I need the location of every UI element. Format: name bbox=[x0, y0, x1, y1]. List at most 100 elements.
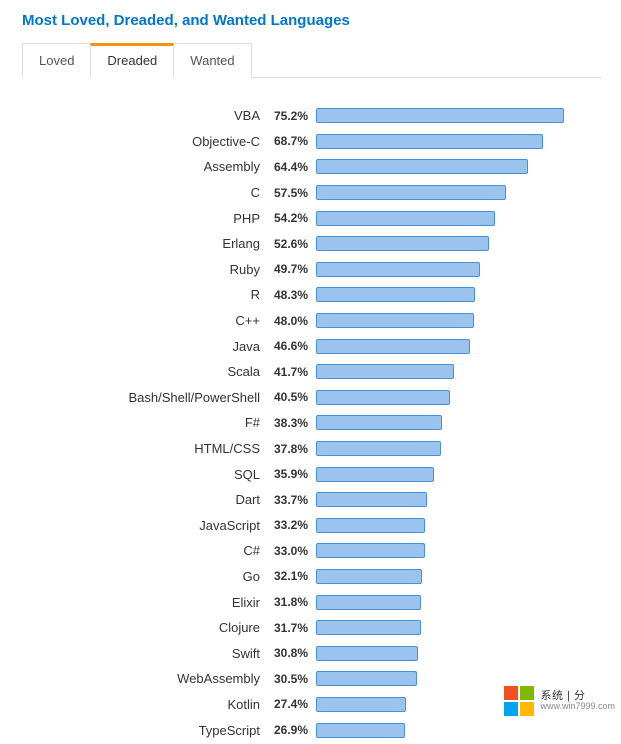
bar-track bbox=[316, 287, 601, 302]
bar-percentage: 68.7% bbox=[272, 134, 316, 148]
bar-percentage: 31.8% bbox=[272, 595, 316, 609]
bar-track bbox=[316, 467, 601, 482]
bar-fill bbox=[316, 543, 425, 558]
bar-track bbox=[316, 262, 601, 277]
bar-label: Go bbox=[22, 569, 272, 584]
bar-percentage: 26.9% bbox=[272, 723, 316, 737]
bar-percentage: 46.6% bbox=[272, 339, 316, 353]
bar-fill bbox=[316, 569, 422, 584]
page-title: Most Loved, Dreaded, and Wanted Language… bbox=[22, 12, 601, 29]
bar-label: Swift bbox=[22, 646, 272, 661]
bar-track bbox=[316, 159, 601, 174]
chart-row: PHP54.2% bbox=[22, 205, 601, 231]
bar-label: Scala bbox=[22, 364, 272, 379]
bar-percentage: 27.4% bbox=[272, 697, 316, 711]
bar-label: HTML/CSS bbox=[22, 441, 272, 456]
chart-row: C57.5% bbox=[22, 180, 601, 206]
bar-label: SQL bbox=[22, 467, 272, 482]
bar-fill bbox=[316, 595, 421, 610]
bar-label: Kotlin bbox=[22, 697, 272, 712]
bar-track bbox=[316, 339, 601, 354]
bar-label: F# bbox=[22, 415, 272, 430]
chart-row: HTML/CSS37.8% bbox=[22, 436, 601, 462]
bar-track bbox=[316, 236, 601, 251]
bar-track bbox=[316, 646, 601, 661]
bar-chart: VBA75.2%Objective-C68.7%Assembly64.4%C57… bbox=[22, 103, 601, 743]
tab-list: Loved Dreaded Wanted bbox=[22, 43, 601, 78]
bar-percentage: 30.8% bbox=[272, 646, 316, 660]
watermark-logo bbox=[504, 686, 534, 716]
bar-fill bbox=[316, 287, 475, 302]
bar-percentage: 40.5% bbox=[272, 390, 316, 404]
chart-row: Clojure31.7% bbox=[22, 615, 601, 641]
bar-label: Dart bbox=[22, 492, 272, 507]
chart-row: JavaScript33.2% bbox=[22, 513, 601, 539]
bar-fill bbox=[316, 313, 474, 328]
bar-percentage: 33.7% bbox=[272, 493, 316, 507]
bar-fill bbox=[316, 364, 454, 379]
bar-track bbox=[316, 723, 601, 738]
bar-percentage: 48.3% bbox=[272, 288, 316, 302]
chart-row: Java46.6% bbox=[22, 333, 601, 359]
chart-row: VBA75.2% bbox=[22, 103, 601, 129]
bar-track bbox=[316, 492, 601, 507]
chart-row: C#33.0% bbox=[22, 538, 601, 564]
bar-percentage: 48.0% bbox=[272, 314, 316, 328]
bar-label: Assembly bbox=[22, 159, 272, 174]
bar-label: WebAssembly bbox=[22, 671, 272, 686]
bar-label: VBA bbox=[22, 108, 272, 123]
bar-track bbox=[316, 211, 601, 226]
bar-percentage: 32.1% bbox=[272, 569, 316, 583]
bar-track bbox=[316, 671, 601, 686]
chart-row: F#38.3% bbox=[22, 410, 601, 436]
tab-wanted[interactable]: Wanted bbox=[173, 43, 251, 78]
bar-fill bbox=[316, 492, 427, 507]
bar-track bbox=[316, 543, 601, 558]
bar-fill bbox=[316, 185, 506, 200]
bar-label: C++ bbox=[22, 313, 272, 328]
bar-percentage: 75.2% bbox=[272, 109, 316, 123]
bar-fill bbox=[316, 671, 417, 686]
bar-percentage: 41.7% bbox=[272, 365, 316, 379]
bar-fill bbox=[316, 723, 405, 738]
bar-percentage: 33.0% bbox=[272, 544, 316, 558]
bar-fill bbox=[316, 646, 418, 661]
bar-label: Ruby bbox=[22, 262, 272, 277]
bar-fill bbox=[316, 262, 480, 277]
bar-fill bbox=[316, 467, 434, 482]
bar-track bbox=[316, 569, 601, 584]
bar-track bbox=[316, 134, 601, 149]
bar-fill bbox=[316, 236, 489, 251]
bar-fill bbox=[316, 339, 470, 354]
bar-label: Bash/Shell/PowerShell bbox=[22, 390, 272, 405]
bar-label: Java bbox=[22, 339, 272, 354]
bar-track bbox=[316, 185, 601, 200]
bar-track bbox=[316, 364, 601, 379]
bar-percentage: 33.2% bbox=[272, 518, 316, 532]
bar-label: C bbox=[22, 185, 272, 200]
chart-row: Ruby49.7% bbox=[22, 257, 601, 283]
bar-fill bbox=[316, 620, 421, 635]
chart-row: Elixir31.8% bbox=[22, 589, 601, 615]
chart-row: TypeScript26.9% bbox=[22, 717, 601, 743]
bar-percentage: 38.3% bbox=[272, 416, 316, 430]
bar-label: JavaScript bbox=[22, 518, 272, 533]
bar-percentage: 35.9% bbox=[272, 467, 316, 481]
chart-row: Bash/Shell/PowerShell40.5% bbox=[22, 385, 601, 411]
bar-percentage: 57.5% bbox=[272, 186, 316, 200]
chart-row: Go32.1% bbox=[22, 564, 601, 590]
bar-fill bbox=[316, 518, 425, 533]
bar-track bbox=[316, 108, 601, 123]
tab-loved[interactable]: Loved bbox=[22, 43, 91, 78]
chart-row: Erlang52.6% bbox=[22, 231, 601, 257]
tab-dreaded[interactable]: Dreaded bbox=[90, 43, 174, 78]
bar-percentage: 64.4% bbox=[272, 160, 316, 174]
bar-fill bbox=[316, 697, 406, 712]
bar-fill bbox=[316, 441, 441, 456]
chart-row: C++48.0% bbox=[22, 308, 601, 334]
bar-percentage: 54.2% bbox=[272, 211, 316, 225]
bar-label: PHP bbox=[22, 211, 272, 226]
watermark-url: www.win7999.com bbox=[540, 702, 615, 712]
bar-label: C# bbox=[22, 543, 272, 558]
chart-row: Objective-C68.7% bbox=[22, 129, 601, 155]
